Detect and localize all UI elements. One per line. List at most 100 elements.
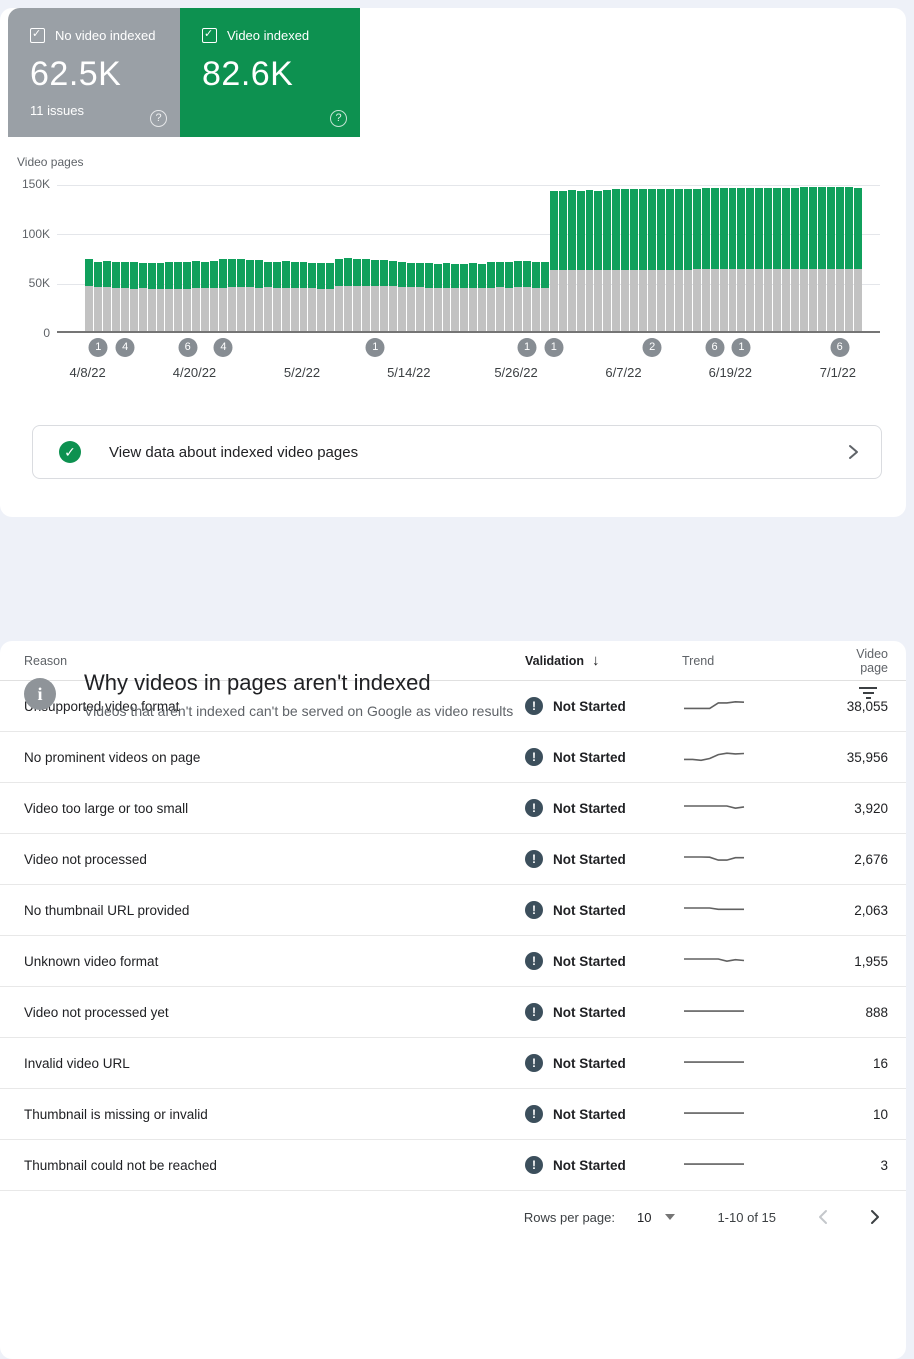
chart-bar [460, 263, 469, 331]
trend-sparkline [682, 1104, 827, 1124]
chart-bar [85, 259, 93, 331]
trend-sparkline [682, 747, 827, 767]
chart-bar [817, 187, 826, 331]
chart-bar [844, 186, 853, 331]
chart-bar [630, 189, 639, 331]
chart-bar [388, 260, 397, 331]
reason-cell: Invalid video URL [24, 1055, 130, 1071]
x-axis-tick: 4/8/22 [69, 365, 106, 380]
chart-plot-area [57, 185, 880, 333]
chart-bar [496, 262, 505, 331]
error-icon: ! [525, 748, 543, 766]
chart-bar [710, 187, 719, 331]
video-page-count: 888 [865, 1004, 888, 1020]
dropdown-arrow-icon[interactable] [665, 1214, 676, 1220]
table-row[interactable]: No thumbnail URL provided ! Not Started … [0, 885, 906, 936]
video-page-count: 2,063 [854, 902, 888, 918]
x-axis-tick: 7/1/22 [819, 365, 856, 380]
chart-bar [585, 190, 594, 331]
next-page-button[interactable] [870, 1209, 880, 1225]
chart-bar [362, 259, 370, 331]
table-row[interactable]: Unknown video format ! Not Started 1,955 [0, 936, 906, 987]
section-title: Why videos in pages aren't indexed [84, 670, 431, 695]
help-icon[interactable]: ? [150, 110, 167, 127]
chart-bar [397, 261, 406, 331]
chart-bar [657, 188, 665, 331]
table-row[interactable]: No prominent videos on page ! Not Starte… [0, 732, 906, 783]
stat-card-video-indexed[interactable]: Video indexed 82.6K ? [180, 8, 360, 137]
help-icon[interactable]: ? [330, 110, 347, 127]
video-page-count: 2,676 [854, 851, 888, 867]
chart-bar [201, 261, 210, 331]
issue-count-badge: 4 [115, 338, 135, 357]
stat-label: No video indexed [55, 28, 156, 43]
chart-bar [353, 258, 362, 331]
chart-bar [451, 264, 460, 331]
checkbox-icon[interactable] [202, 27, 217, 43]
chart-bar [415, 263, 424, 331]
issue-count-badge: 6 [830, 338, 850, 357]
chart-bar [773, 187, 782, 331]
video-indexing-report-card: No video indexed 62.5K 11 issues ? Video… [0, 8, 906, 517]
chart-x-axis-labels: 4/8/22 4/20/22 5/2/22 5/14/22 5/26/22 6/7/22 6… [70, 365, 862, 381]
stat-value: 82.6K [202, 55, 294, 93]
chart-bar [245, 259, 254, 331]
video-page-count: 35,956 [846, 749, 888, 765]
x-axis-tick: 4/20/22 [172, 365, 217, 380]
trend-sparkline [682, 1053, 827, 1073]
table-row[interactable]: Thumbnail is missing or invalid ! Not St… [0, 1089, 906, 1140]
table-header: Reason Validation ↓ Trend Video page [0, 641, 906, 681]
chart-bar [469, 262, 478, 331]
chart-bar [263, 261, 272, 331]
stat-card-no-video-indexed[interactable]: No video indexed 62.5K 11 issues ? [8, 8, 180, 137]
error-icon: ! [525, 952, 543, 970]
stat-issues-count: 11 issues [30, 103, 84, 118]
chevron-right-icon[interactable] [848, 444, 859, 460]
table-row[interactable]: Thumbnail could not be reached ! Not Sta… [0, 1140, 906, 1191]
stat-label: Video indexed [227, 28, 310, 43]
validation-cell: ! Not Started [525, 697, 682, 715]
chart-bar [594, 190, 603, 331]
table-row[interactable]: Video not processed ! Not Started 2,676 [0, 834, 906, 885]
column-header-video-page[interactable]: Video page [856, 646, 888, 675]
chart-bar [719, 188, 728, 331]
chart-bar [281, 261, 290, 331]
why-not-indexed-card: i Why videos in pages aren't indexed Vid… [0, 641, 906, 1359]
chart-bar [853, 187, 862, 331]
chart-bar [129, 262, 138, 331]
validation-cell: ! Not Started [525, 1105, 682, 1123]
column-header-reason[interactable]: Reason [24, 653, 68, 668]
checkbox-icon[interactable] [30, 27, 45, 43]
table-row[interactable]: Unsupported video format ! Not Started 3… [0, 681, 906, 732]
filter-icon[interactable] [858, 687, 878, 701]
chart-bar [621, 189, 630, 331]
table-row[interactable]: Video not processed yet ! Not Started 88… [0, 987, 906, 1038]
video-page-count: 38,055 [846, 698, 888, 714]
column-header-validation[interactable]: Validation ↓ [525, 652, 600, 669]
rows-per-page-value[interactable]: 10 [636, 1209, 652, 1225]
issues-table-body: Unsupported video format ! Not Started 3… [0, 681, 906, 1191]
table-row[interactable]: Video too large or too small ! Not Start… [0, 783, 906, 834]
previous-page-button[interactable] [818, 1209, 828, 1225]
issue-count-badge: 6 [178, 338, 198, 357]
table-row[interactable]: Invalid video URL ! Not Started 16 [0, 1038, 906, 1089]
chart-bar [558, 190, 567, 331]
pagination-bar: Rows per page: 10 1-10 of 15 [0, 1191, 906, 1243]
chart-bar [683, 188, 692, 331]
error-icon: ! [525, 1003, 543, 1021]
chart-bar [308, 262, 317, 331]
chart-bar [433, 263, 442, 331]
chart-bar [728, 187, 737, 331]
chart-x-axis-line [57, 331, 880, 333]
view-indexed-data-banner[interactable]: ✓ View data about indexed video pages [32, 425, 882, 479]
chart-bar [782, 187, 791, 331]
reason-cell: Video too large or too small [24, 800, 189, 816]
reason-cell: Thumbnail is missing or invalid [24, 1106, 208, 1122]
chart-bar [442, 263, 451, 331]
chart-bar [183, 262, 192, 331]
section-subtitle: Videos that aren't indexed can't be serv… [84, 703, 514, 719]
trend-sparkline [682, 1155, 827, 1175]
stat-value: 62.5K [30, 55, 122, 93]
chart-bar [505, 262, 513, 331]
chart-bar [165, 262, 174, 331]
